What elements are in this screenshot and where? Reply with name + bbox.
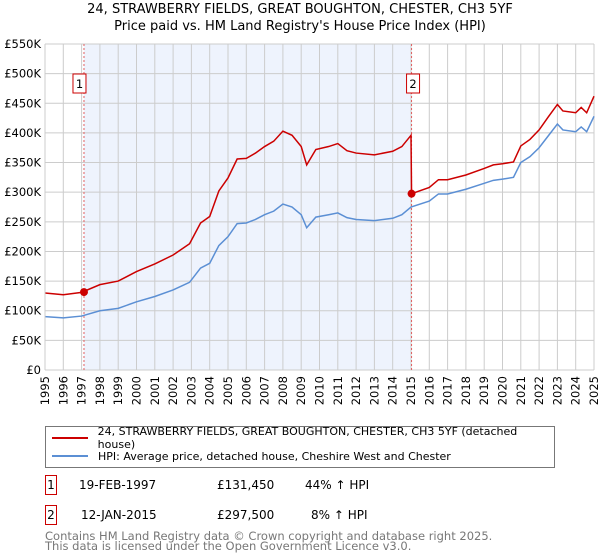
x-tick-label: 2016 bbox=[422, 376, 436, 405]
sale-badge: 1 bbox=[45, 475, 57, 495]
legend: 24, STRAWBERRY FIELDS, GREAT BOUGHTON, C… bbox=[45, 425, 555, 468]
x-tick-label: 1995 bbox=[38, 376, 52, 405]
legend-swatch bbox=[52, 455, 88, 457]
x-tick-label: 2012 bbox=[349, 376, 363, 405]
x-tick-label: 2009 bbox=[294, 376, 308, 405]
x-tick-label: 2003 bbox=[184, 376, 198, 405]
sale-point bbox=[407, 189, 416, 198]
sale-label-box bbox=[406, 73, 421, 94]
chart-title: 24, STRAWBERRY FIELDS, GREAT BOUGHTON, C… bbox=[87, 2, 513, 17]
x-tick-label: 2007 bbox=[258, 376, 272, 405]
sale-date: 12-JAN-2015 bbox=[81, 508, 157, 522]
y-tick-label: £350K bbox=[4, 156, 41, 170]
x-tick-label: 2019 bbox=[477, 376, 491, 405]
sale-hpi: 8% ↑ HPI bbox=[311, 508, 368, 522]
sale-label-box bbox=[72, 73, 87, 94]
x-tick-label: 2014 bbox=[386, 376, 400, 405]
x-tick-label: 2018 bbox=[459, 376, 473, 405]
x-tick-label: 2024 bbox=[569, 376, 583, 405]
y-tick-label: £200K bbox=[4, 244, 41, 258]
x-tick-label: 1996 bbox=[56, 376, 70, 405]
legend-label: HPI: Average price, detached house, Ches… bbox=[98, 449, 451, 463]
legend-swatch bbox=[52, 437, 88, 439]
sale-hpi: 44% ↑ HPI bbox=[305, 478, 370, 492]
x-tick-label: 2020 bbox=[496, 376, 510, 405]
y-tick-label: £300K bbox=[4, 185, 41, 199]
x-tick-label: 2008 bbox=[276, 376, 290, 405]
x-tick-label: 2013 bbox=[367, 376, 381, 405]
x-tick-label: 1997 bbox=[75, 376, 89, 405]
chart-subtitle: Price paid vs. HM Land Registry's House … bbox=[114, 19, 486, 34]
sale-point bbox=[79, 288, 88, 297]
x-tick-label: 2022 bbox=[532, 376, 546, 405]
x-tick-label: 2011 bbox=[331, 376, 345, 405]
sale-label: 1 bbox=[76, 77, 83, 91]
y-tick-label: £500K bbox=[4, 67, 41, 81]
x-tick-label: 2001 bbox=[148, 376, 162, 405]
x-tick-label: 2000 bbox=[130, 376, 144, 405]
y-tick-label: £0 bbox=[26, 363, 41, 377]
hpi-line bbox=[44, 115, 595, 319]
x-tick-label: 2006 bbox=[239, 376, 253, 405]
legend-item-hpi: HPI: Average price, detached house, Ches… bbox=[52, 448, 451, 464]
x-tick-label: 2004 bbox=[203, 376, 217, 405]
legend-item-property: 24, STRAWBERRY FIELDS, GREAT BOUGHTON, C… bbox=[52, 425, 554, 451]
x-tick-label: 1998 bbox=[93, 376, 107, 405]
x-tick-label: 2005 bbox=[221, 376, 235, 405]
y-tick-label: £100K bbox=[4, 304, 41, 318]
x-tick-label: 2010 bbox=[313, 376, 327, 405]
x-tick-label: 1999 bbox=[111, 376, 125, 405]
footer-licence: This data is licensed under the Open Gov… bbox=[45, 539, 412, 553]
y-tick-label: £400K bbox=[4, 126, 41, 140]
x-tick-label: 2017 bbox=[441, 376, 455, 405]
legend-label: 24, STRAWBERRY FIELDS, GREAT BOUGHTON, C… bbox=[97, 425, 518, 451]
x-tick-label: 2023 bbox=[550, 376, 564, 405]
y-tick-label: £550K bbox=[4, 37, 41, 51]
shaded-ownership-period bbox=[83, 44, 412, 370]
sale-label: 2 bbox=[409, 77, 416, 91]
x-tick-label: 2021 bbox=[514, 376, 528, 405]
price-paid-line bbox=[44, 95, 595, 296]
x-tick-label: 2002 bbox=[166, 376, 180, 405]
sale-price: £297,500 bbox=[217, 508, 275, 522]
sale-badge: 2 bbox=[45, 505, 57, 525]
x-tick-label: 2015 bbox=[404, 376, 418, 405]
y-tick-label: £50K bbox=[12, 333, 42, 347]
y-tick-label: £150K bbox=[4, 274, 41, 288]
plot-area: 1995 1996 1997 1998 1999 2000 2001 2002 2003 2004… bbox=[4, 37, 600, 405]
sale-price: £131,450 bbox=[217, 478, 275, 492]
y-tick-label: £250K bbox=[4, 215, 41, 229]
sale-date: 19-FEB-1997 bbox=[79, 478, 157, 492]
y-tick-label: £450K bbox=[4, 96, 41, 110]
footer-copyright: Contains HM Land Registry data © Crown c… bbox=[45, 529, 493, 543]
x-tick-label: 2025 bbox=[587, 376, 600, 405]
